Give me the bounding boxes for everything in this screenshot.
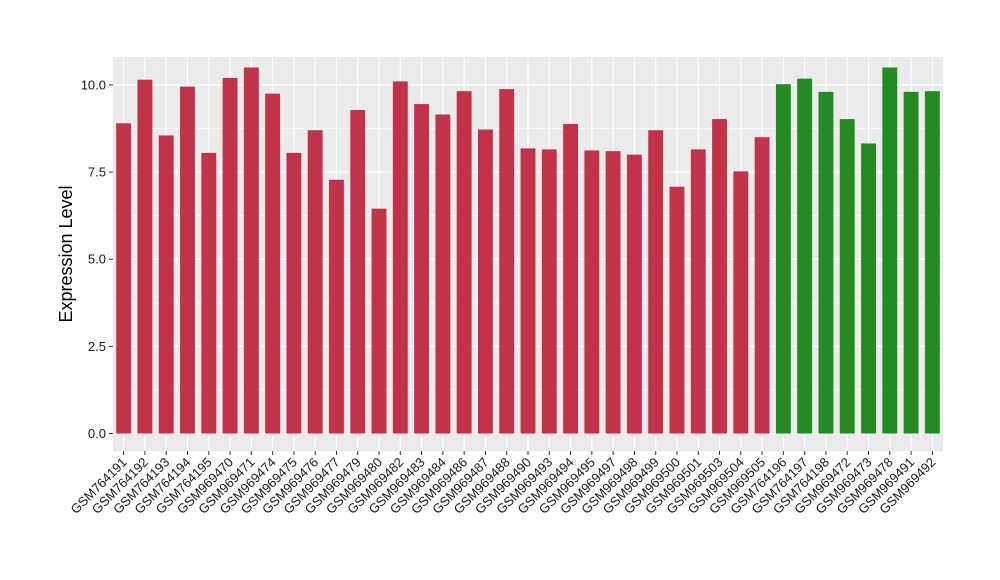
bar-GSM969504 (733, 171, 749, 434)
bar-GSM969483 (414, 104, 430, 434)
bar-GSM969493 (541, 149, 557, 434)
bar-GSM969478 (882, 67, 898, 434)
bar-GSM969498 (626, 154, 642, 434)
bar-GSM969470 (222, 77, 238, 434)
y-tick-label: 0.0 (88, 426, 106, 441)
bar-GSM969488 (499, 89, 515, 434)
bar-GSM764193 (158, 135, 174, 434)
y-tick-label: 10.0 (81, 77, 106, 92)
bar-GSM969474 (265, 93, 281, 434)
bar-GSM764195 (201, 152, 217, 434)
y-axis: 0.0 2.5 5.0 7.5 10.0 (81, 77, 113, 441)
bar-GSM764197 (797, 78, 813, 434)
bar-GSM969476 (307, 130, 323, 434)
bar-GSM969494 (563, 123, 579, 434)
bars (116, 67, 940, 434)
bar-GSM969479 (350, 109, 366, 434)
bar-GSM969495 (584, 150, 600, 434)
bar-GSM969487 (477, 129, 493, 434)
bar-GSM969477 (329, 179, 344, 434)
bar-GSM969471 (243, 67, 259, 434)
bar-GSM969501 (690, 149, 706, 434)
bar-GSM764196 (775, 84, 791, 434)
bar-GSM969500 (669, 186, 685, 434)
bar-GSM969472 (839, 119, 855, 434)
bar-GSM969480 (371, 208, 387, 434)
bar-GSM764192 (137, 79, 153, 434)
bar-GSM969490 (520, 148, 536, 434)
bar-GSM969505 (754, 137, 770, 434)
bar-GSM764194 (180, 86, 195, 434)
bar-GSM969475 (286, 152, 302, 434)
bar-GSM969499 (648, 130, 664, 434)
y-tick-label: 7.5 (88, 165, 106, 180)
y-tick-label: 5.0 (88, 252, 106, 267)
bar-GSM969484 (435, 114, 451, 434)
y-tick-label: 2.5 (88, 339, 106, 354)
x-axis: GSM764191GSM764192GSM764193GSM764194GSM7… (68, 451, 938, 517)
bar-GSM764191 (116, 123, 132, 434)
y-axis-title: Expression Level (56, 185, 76, 322)
bar-GSM969492 (924, 91, 940, 434)
bar-GSM969497 (605, 151, 621, 434)
bar-GSM764198 (818, 91, 834, 434)
bar-GSM969482 (392, 81, 408, 434)
bar-GSM969473 (861, 143, 876, 434)
bar-GSM969503 (712, 119, 727, 434)
bar-GSM969486 (456, 91, 472, 434)
bar-GSM969491 (903, 91, 919, 434)
